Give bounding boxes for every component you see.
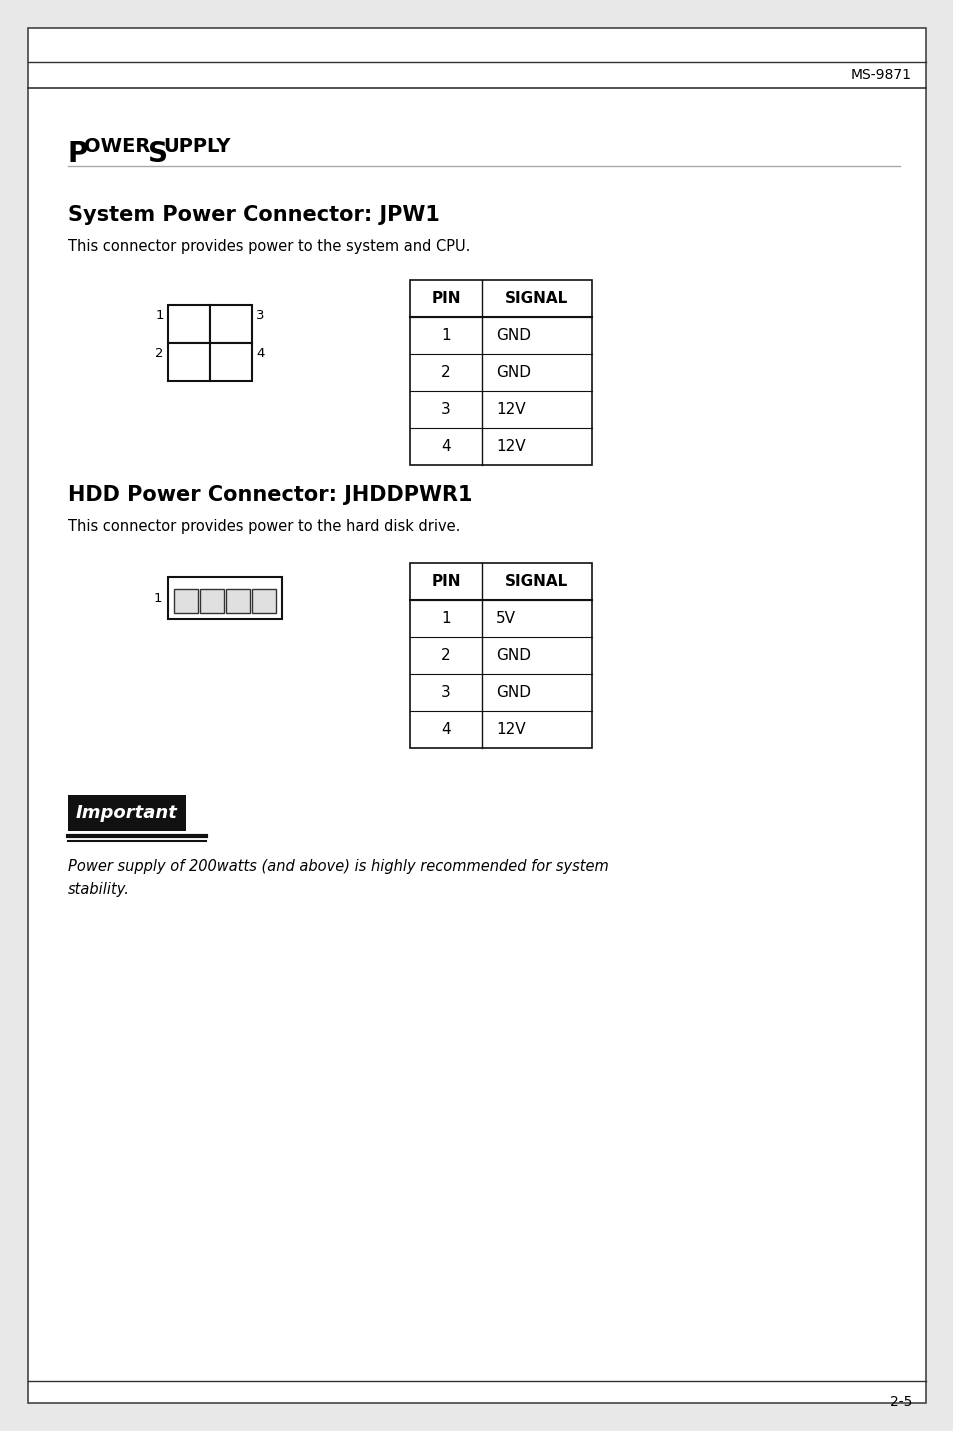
Bar: [226, 590, 250, 612]
Text: SIGNAL: SIGNAL: [505, 574, 568, 590]
Text: 1: 1: [440, 328, 451, 343]
Text: 3: 3: [255, 309, 264, 322]
Text: 2: 2: [440, 365, 451, 381]
Text: 4: 4: [440, 439, 451, 454]
Text: GND: GND: [496, 648, 531, 663]
Text: 12V: 12V: [496, 439, 525, 454]
Text: Important: Important: [76, 804, 178, 821]
Bar: [210, 343, 252, 381]
Text: 12V: 12V: [496, 402, 525, 416]
Text: 3: 3: [440, 402, 451, 416]
Text: P: P: [68, 140, 89, 167]
Text: System Power Connector: JPW1: System Power Connector: JPW1: [68, 205, 439, 225]
Text: GND: GND: [496, 328, 531, 343]
Text: 2: 2: [155, 346, 164, 361]
Text: 2-5: 2-5: [889, 1395, 911, 1410]
Text: 5V: 5V: [496, 611, 516, 625]
Bar: [168, 343, 210, 381]
Text: This connector provides power to the hard disk drive.: This connector provides power to the har…: [68, 519, 460, 534]
Text: GND: GND: [496, 685, 531, 700]
Text: 4: 4: [440, 723, 451, 737]
Bar: [252, 590, 275, 612]
Bar: [173, 590, 198, 612]
Text: PIN: PIN: [431, 574, 460, 590]
Text: 1: 1: [155, 309, 164, 322]
Text: 1: 1: [153, 591, 162, 604]
Text: 12V: 12V: [496, 723, 525, 737]
Text: OWER: OWER: [84, 137, 151, 156]
Text: SIGNAL: SIGNAL: [505, 290, 568, 306]
Bar: [68, 796, 186, 831]
Bar: [210, 305, 252, 343]
Bar: [410, 280, 592, 465]
Bar: [168, 577, 282, 620]
Text: Power supply of 200watts (and above) is highly recommended for system
stability.: Power supply of 200watts (and above) is …: [68, 859, 608, 897]
Bar: [168, 305, 210, 343]
Text: 1: 1: [440, 611, 451, 625]
Text: This connector provides power to the system and CPU.: This connector provides power to the sys…: [68, 239, 470, 253]
Text: 2: 2: [440, 648, 451, 663]
Text: HDD Power Connector: JHDDPWR1: HDD Power Connector: JHDDPWR1: [68, 485, 472, 505]
Bar: [410, 562, 592, 748]
Text: S: S: [148, 140, 168, 167]
Text: GND: GND: [496, 365, 531, 381]
Text: MS-9871: MS-9871: [850, 69, 911, 82]
Text: 3: 3: [440, 685, 451, 700]
Text: 4: 4: [255, 346, 264, 361]
Text: PIN: PIN: [431, 290, 460, 306]
Text: UPPLY: UPPLY: [163, 137, 231, 156]
Bar: [200, 590, 224, 612]
